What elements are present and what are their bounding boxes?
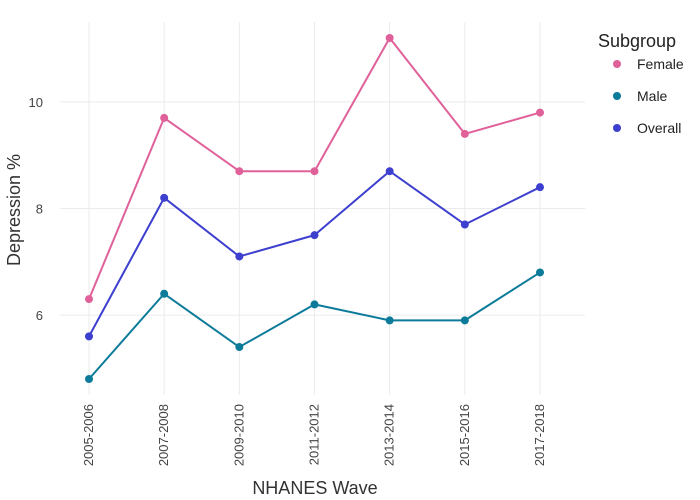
legend-marker (613, 124, 621, 132)
data-point[interactable] (536, 268, 544, 277)
data-point[interactable] (536, 183, 544, 192)
legend-label: Overall (637, 120, 681, 136)
x-tick-label: 2007-2008 (156, 404, 171, 466)
legend-item-overall[interactable]: Overall (613, 120, 681, 136)
x-tick-label: 2015-2016 (457, 404, 472, 466)
data-point[interactable] (160, 193, 169, 202)
data-point[interactable] (460, 316, 469, 325)
y-tick-label: 6 (36, 308, 43, 323)
axes: 2005-2006 2007-2008 2009-2010 2011-2012 2013… (29, 95, 547, 466)
legend-marker (613, 92, 621, 100)
data-point[interactable] (235, 167, 244, 176)
legend-title: Subgroup (598, 31, 676, 51)
data-point[interactable] (310, 167, 319, 176)
series-overall[interactable] (85, 167, 544, 341)
data-point[interactable] (310, 231, 319, 240)
data-point[interactable] (385, 167, 394, 176)
legend-label: Female (637, 56, 684, 72)
x-axis-title: NHANES Wave (252, 478, 377, 498)
y-tick-label: 8 (36, 202, 43, 217)
x-tick-label: 2005-2006 (81, 404, 96, 466)
data-point[interactable] (385, 33, 394, 42)
data-point[interactable] (460, 220, 469, 229)
legend-label: Male (637, 88, 668, 104)
legend-marker (613, 60, 621, 68)
series-layer (85, 33, 544, 384)
data-point[interactable] (85, 295, 93, 304)
y-tick-label: 10 (29, 95, 43, 110)
data-point[interactable] (385, 316, 394, 325)
x-tick-label: 2011-2012 (307, 404, 322, 465)
data-point[interactable] (235, 252, 244, 261)
data-point[interactable] (235, 343, 244, 352)
series-female[interactable] (85, 33, 544, 304)
legend-item-female[interactable]: Female (613, 56, 684, 72)
series-male[interactable] (85, 268, 544, 384)
data-point[interactable] (310, 300, 319, 309)
data-point[interactable] (160, 113, 169, 122)
x-tick-label: 2009-2010 (231, 404, 246, 466)
data-point[interactable] (85, 375, 93, 384)
data-point[interactable] (460, 129, 469, 138)
legend[interactable]: Subgroup Female Male Overall (598, 31, 684, 136)
data-point[interactable] (536, 108, 544, 117)
data-point[interactable] (85, 332, 93, 341)
x-tick-label: 2013-2014 (382, 404, 397, 466)
legend-item-male[interactable]: Male (613, 88, 668, 104)
grid (60, 22, 585, 395)
data-point[interactable] (160, 289, 169, 298)
y-axis-title: Depression % (4, 154, 24, 266)
x-tick-label: 2017-2018 (532, 404, 547, 466)
